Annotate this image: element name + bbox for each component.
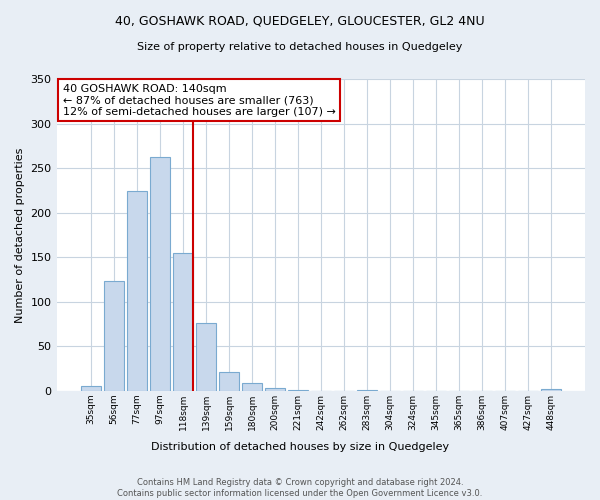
Bar <box>127 192 147 391</box>
Text: 40, GOSHAWK ROAD, QUEDGELEY, GLOUCESTER, GL2 4NU: 40, GOSHAWK ROAD, QUEDGELEY, GLOUCESTER,… <box>115 15 485 28</box>
Bar <box>150 158 170 391</box>
Text: Size of property relative to detached houses in Quedgeley: Size of property relative to detached ho… <box>137 42 463 52</box>
Bar <box>173 252 193 391</box>
Bar <box>242 383 262 391</box>
Bar <box>265 388 285 391</box>
Y-axis label: Number of detached properties: Number of detached properties <box>15 147 25 322</box>
Bar <box>196 323 216 391</box>
Text: 40 GOSHAWK ROAD: 140sqm
← 87% of detached houses are smaller (763)
12% of semi-d: 40 GOSHAWK ROAD: 140sqm ← 87% of detache… <box>62 84 335 117</box>
Bar <box>289 390 308 391</box>
Bar <box>81 386 101 391</box>
Bar <box>104 282 124 391</box>
Text: Contains HM Land Registry data © Crown copyright and database right 2024.
Contai: Contains HM Land Registry data © Crown c… <box>118 478 482 498</box>
Bar <box>219 372 239 391</box>
Bar <box>541 389 561 391</box>
Text: Distribution of detached houses by size in Quedgeley: Distribution of detached houses by size … <box>151 442 449 452</box>
Bar <box>358 390 377 391</box>
